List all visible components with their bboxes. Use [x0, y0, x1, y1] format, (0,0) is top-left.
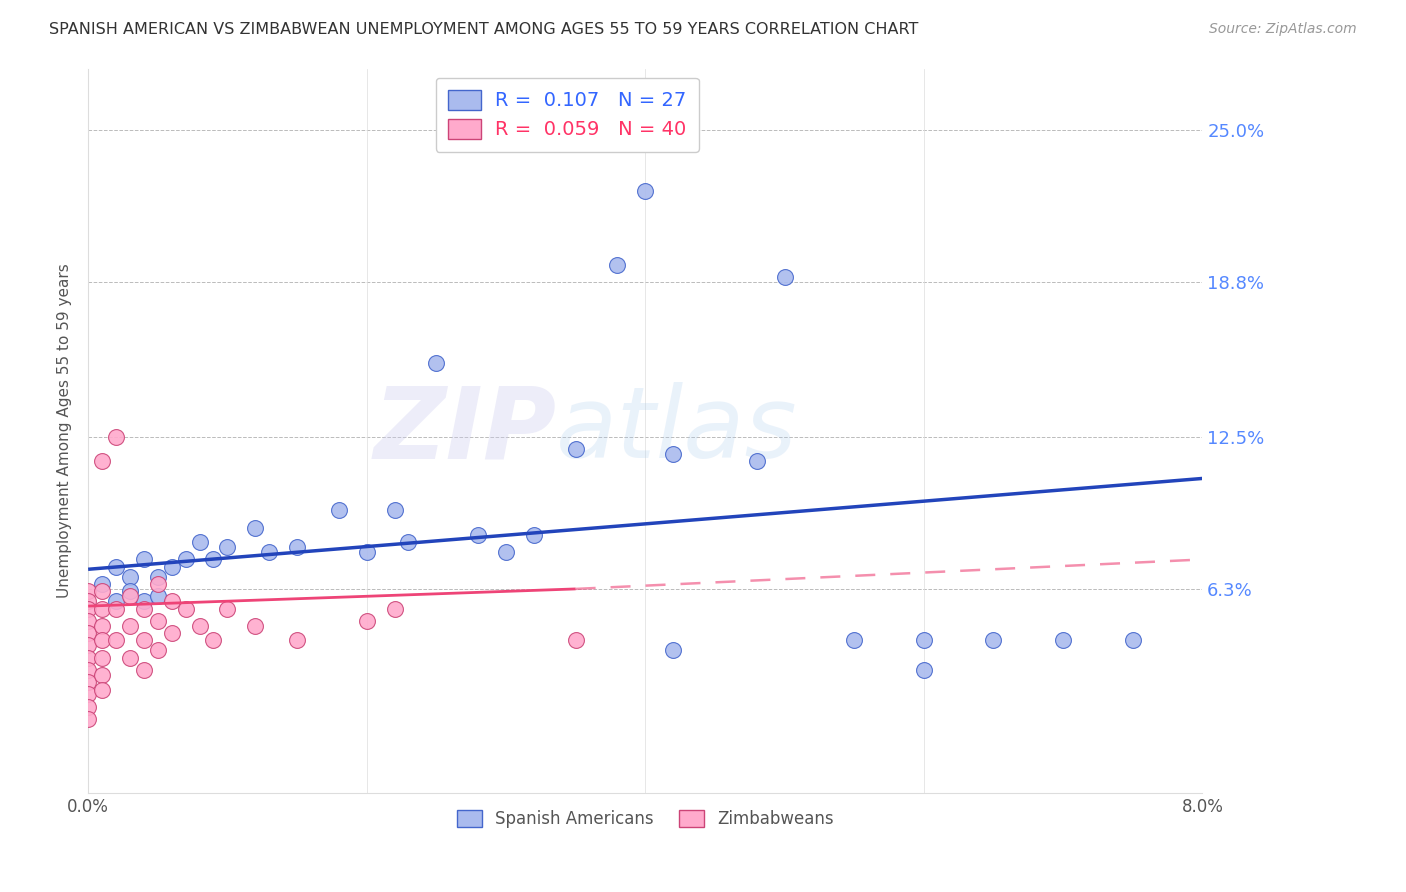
Point [91, 618, 114, 632]
Point [662, 643, 685, 657]
Point [118, 618, 141, 632]
Point [523, 528, 546, 542]
Point [118, 584, 141, 599]
Y-axis label: Unemployment Among Ages 55 to 59 years: Unemployment Among Ages 55 to 59 years [58, 263, 72, 598]
Point [77, 699, 100, 714]
Point [118, 589, 141, 603]
Point [844, 633, 866, 648]
Point [77, 675, 100, 690]
Point [245, 520, 267, 534]
Point [77, 601, 100, 615]
Point [105, 633, 128, 648]
Point [146, 577, 169, 591]
Point [983, 633, 1005, 648]
Point [606, 258, 628, 272]
Point [91, 584, 114, 599]
Point [174, 601, 197, 615]
Point [91, 633, 114, 648]
Point [146, 589, 169, 603]
Point [356, 614, 378, 628]
Point [77, 712, 100, 726]
Point [146, 643, 169, 657]
Point [425, 356, 447, 370]
Point [217, 540, 239, 554]
Text: SPANISH AMERICAN VS ZIMBABWEAN UNEMPLOYMENT AMONG AGES 55 TO 59 YEARS CORRELATIO: SPANISH AMERICAN VS ZIMBABWEAN UNEMPLOYM… [49, 22, 918, 37]
Point [202, 633, 225, 648]
Point [384, 503, 406, 517]
Text: atlas: atlas [557, 382, 797, 479]
Point [174, 552, 197, 566]
Point [132, 633, 155, 648]
Point [773, 270, 796, 285]
Point [77, 650, 100, 665]
Point [105, 601, 128, 615]
Point [77, 594, 100, 608]
Point [384, 601, 406, 615]
Point [245, 618, 267, 632]
Point [105, 594, 128, 608]
Point [188, 535, 211, 549]
Point [257, 545, 280, 559]
Text: ZIP: ZIP [373, 382, 557, 479]
Point [91, 454, 114, 468]
Point [132, 601, 155, 615]
Point [146, 614, 169, 628]
Point [1122, 633, 1144, 648]
Point [77, 663, 100, 677]
Point [160, 559, 183, 574]
Point [285, 540, 308, 554]
Point [105, 430, 128, 444]
Point [160, 594, 183, 608]
Point [91, 601, 114, 615]
Point [912, 663, 935, 677]
Point [132, 594, 155, 608]
Point [745, 454, 768, 468]
Point [285, 633, 308, 648]
Point [91, 682, 114, 697]
Point [132, 552, 155, 566]
Point [77, 639, 100, 653]
Point [564, 442, 586, 456]
Point [188, 618, 211, 632]
Point [105, 559, 128, 574]
Point [202, 552, 225, 566]
Point [160, 626, 183, 640]
Point [634, 184, 657, 198]
Point [77, 614, 100, 628]
Point [912, 633, 935, 648]
Point [356, 545, 378, 559]
Point [662, 447, 685, 461]
Point [495, 545, 517, 559]
Text: Source: ZipAtlas.com: Source: ZipAtlas.com [1209, 22, 1357, 37]
Point [146, 569, 169, 583]
Point [328, 503, 350, 517]
Point [217, 601, 239, 615]
Point [77, 584, 100, 599]
Legend: Spanish Americans, Zimbabweans: Spanish Americans, Zimbabweans [450, 804, 841, 835]
Point [467, 528, 489, 542]
Point [132, 663, 155, 677]
Point [118, 650, 141, 665]
Point [91, 650, 114, 665]
Point [118, 569, 141, 583]
Point [91, 577, 114, 591]
Point [398, 535, 420, 549]
Point [91, 668, 114, 682]
Point [564, 633, 586, 648]
Point [77, 626, 100, 640]
Point [77, 688, 100, 702]
Point [1052, 633, 1074, 648]
